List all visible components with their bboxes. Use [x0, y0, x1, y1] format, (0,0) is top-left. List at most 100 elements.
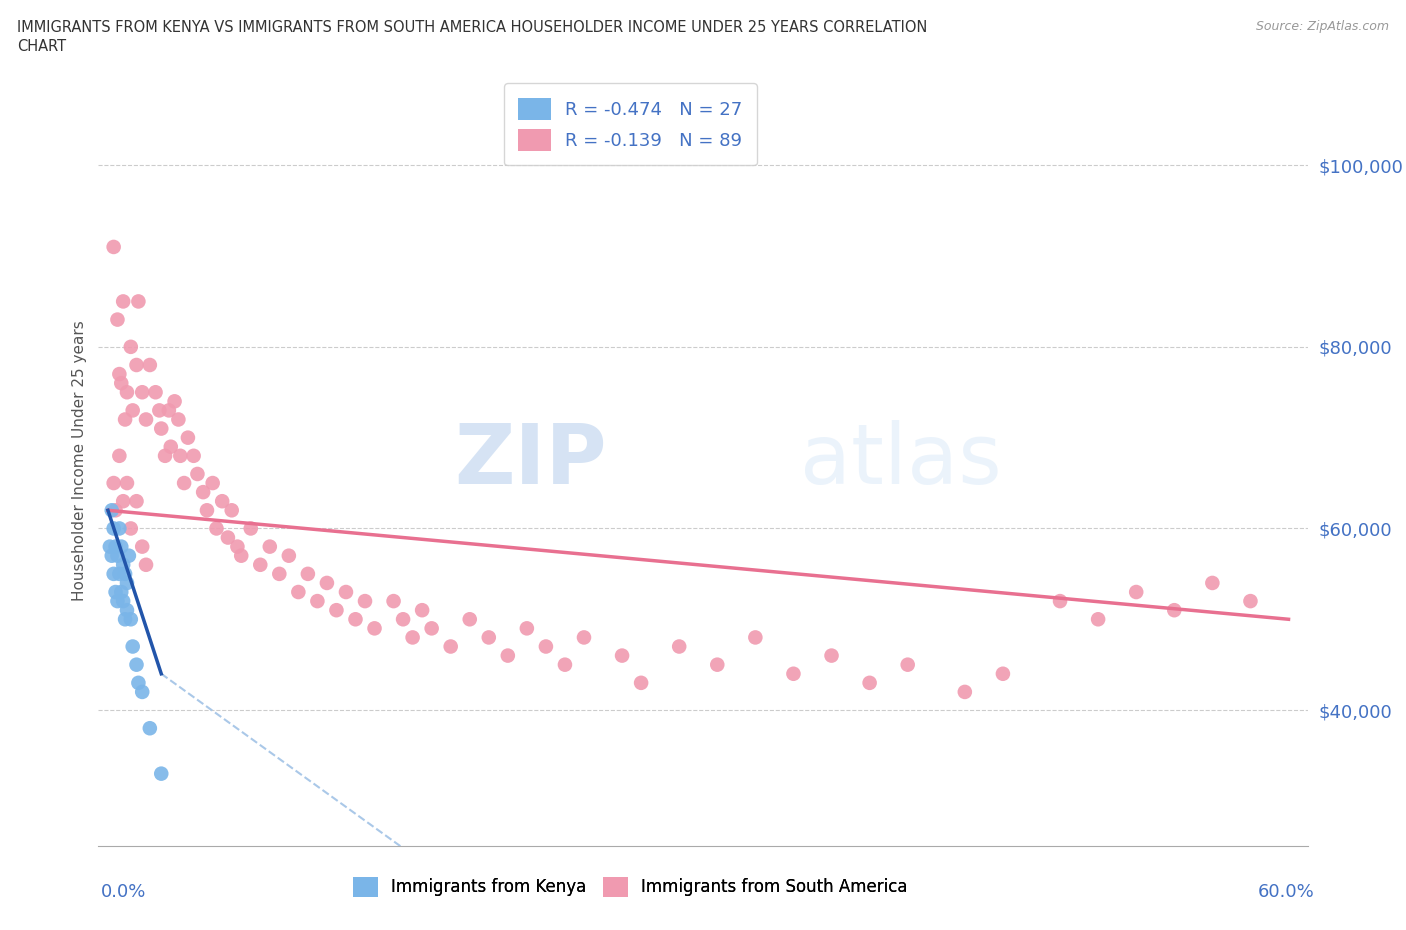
Text: 0.0%: 0.0%	[101, 884, 146, 901]
Point	[115, 603, 138, 618]
Point	[103, 521, 125, 536]
Point	[401, 630, 423, 644]
Text: atlas: atlas	[800, 419, 1001, 501]
Legend: Immigrants from Kenya, Immigrants from South America: Immigrants from Kenya, Immigrants from S…	[346, 870, 915, 904]
Point	[191, 485, 214, 499]
Point	[782, 666, 804, 681]
Point	[744, 630, 766, 644]
Point	[150, 766, 173, 781]
Text: ZIP: ZIP	[454, 419, 606, 501]
Point	[953, 684, 976, 699]
Point	[108, 366, 131, 381]
Point	[1163, 603, 1185, 618]
Point	[121, 639, 143, 654]
Point	[344, 612, 367, 627]
Point	[1239, 593, 1261, 608]
Point	[173, 475, 195, 490]
Point	[554, 658, 576, 672]
Point	[120, 521, 142, 536]
Point	[148, 403, 170, 418]
Point	[859, 675, 882, 690]
Point	[104, 585, 127, 600]
Point	[610, 648, 633, 663]
Point	[195, 503, 218, 518]
Point	[496, 648, 519, 663]
Point	[572, 630, 595, 644]
Point	[112, 557, 135, 572]
Point	[277, 549, 299, 564]
Point	[186, 467, 208, 482]
Point	[335, 585, 357, 600]
Point	[120, 339, 142, 354]
Point	[131, 385, 153, 400]
Point	[382, 593, 405, 608]
Point	[177, 431, 200, 445]
Point	[108, 521, 131, 536]
Point	[118, 549, 141, 564]
Point	[668, 639, 690, 654]
Point	[167, 412, 190, 427]
Point	[127, 294, 149, 309]
Point	[131, 684, 153, 699]
Point	[112, 294, 135, 309]
Point	[1125, 585, 1147, 600]
Point	[100, 549, 122, 564]
Point	[1049, 593, 1071, 608]
Point	[125, 658, 148, 672]
Point	[201, 475, 224, 490]
Point	[125, 494, 148, 509]
Point	[226, 539, 249, 554]
Point	[363, 621, 385, 636]
Point	[127, 675, 149, 690]
Point	[103, 566, 125, 581]
Point	[163, 394, 186, 409]
Point	[100, 503, 122, 518]
Text: IMMIGRANTS FROM KENYA VS IMMIGRANTS FROM SOUTH AMERICA HOUSEHOLDER INCOME UNDER : IMMIGRANTS FROM KENYA VS IMMIGRANTS FROM…	[17, 20, 927, 35]
Point	[104, 503, 127, 518]
Point	[120, 612, 142, 627]
Point	[217, 530, 239, 545]
Point	[115, 385, 138, 400]
Point	[1087, 612, 1109, 627]
Point	[103, 475, 125, 490]
Point	[139, 357, 162, 372]
Point	[249, 557, 271, 572]
Point	[114, 612, 136, 627]
Point	[534, 639, 557, 654]
Point	[131, 539, 153, 554]
Point	[150, 421, 173, 436]
Text: Source: ZipAtlas.com: Source: ZipAtlas.com	[1256, 20, 1389, 33]
Point	[110, 376, 132, 391]
Point	[897, 658, 920, 672]
Point	[1201, 576, 1223, 591]
Point	[114, 412, 136, 427]
Point	[316, 576, 339, 591]
Point	[103, 240, 125, 255]
Point	[112, 593, 135, 608]
Point	[169, 448, 191, 463]
Point	[392, 612, 415, 627]
Point	[297, 566, 319, 581]
Point	[157, 403, 180, 418]
Point	[145, 385, 167, 400]
Point	[420, 621, 443, 636]
Point	[478, 630, 501, 644]
Point	[107, 312, 129, 327]
Point	[411, 603, 433, 618]
Point	[259, 539, 281, 554]
Point	[211, 494, 233, 509]
Point	[231, 549, 253, 564]
Point	[153, 448, 176, 463]
Point	[107, 593, 129, 608]
Point	[107, 549, 129, 564]
Point	[354, 593, 377, 608]
Point	[630, 675, 652, 690]
Point	[98, 539, 121, 554]
Point	[269, 566, 291, 581]
Point	[516, 621, 538, 636]
Y-axis label: Householder Income Under 25 years: Householder Income Under 25 years	[72, 320, 87, 601]
Point	[820, 648, 842, 663]
Text: CHART: CHART	[17, 39, 66, 54]
Point	[135, 412, 157, 427]
Point	[221, 503, 243, 518]
